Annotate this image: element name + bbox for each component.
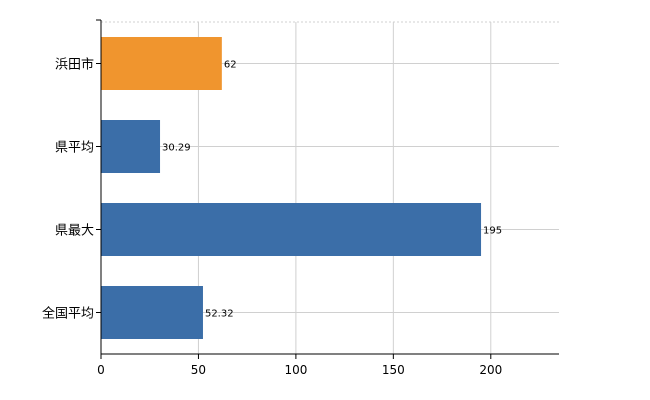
category-label: 県最大 <box>55 224 94 239</box>
bar-0 <box>101 37 222 90</box>
bars <box>101 37 482 339</box>
x-tick-label: 50 <box>191 363 206 377</box>
labels: 62 浜田市 30.29 県平均 195 県最大 52.32 全国平均 0 50 100 150 200 <box>42 57 502 378</box>
x-tick-label: 100 <box>284 363 307 377</box>
data-label: 30.29 <box>162 143 191 154</box>
bar-2 <box>101 203 482 256</box>
data-label: 195 <box>483 226 502 237</box>
axes <box>96 19 559 359</box>
data-label: 52.32 <box>205 309 234 320</box>
category-label: 全国平均 <box>42 306 94 322</box>
x-tick-label: 0 <box>97 363 105 377</box>
x-tick-label: 150 <box>382 363 405 377</box>
category-label: 浜田市 <box>55 57 94 73</box>
bar-3 <box>101 286 203 339</box>
category-label: 県平均 <box>55 141 94 156</box>
data-label: 62 <box>224 60 237 71</box>
x-tick-label: 200 <box>479 363 502 377</box>
bar-1 <box>101 120 161 173</box>
